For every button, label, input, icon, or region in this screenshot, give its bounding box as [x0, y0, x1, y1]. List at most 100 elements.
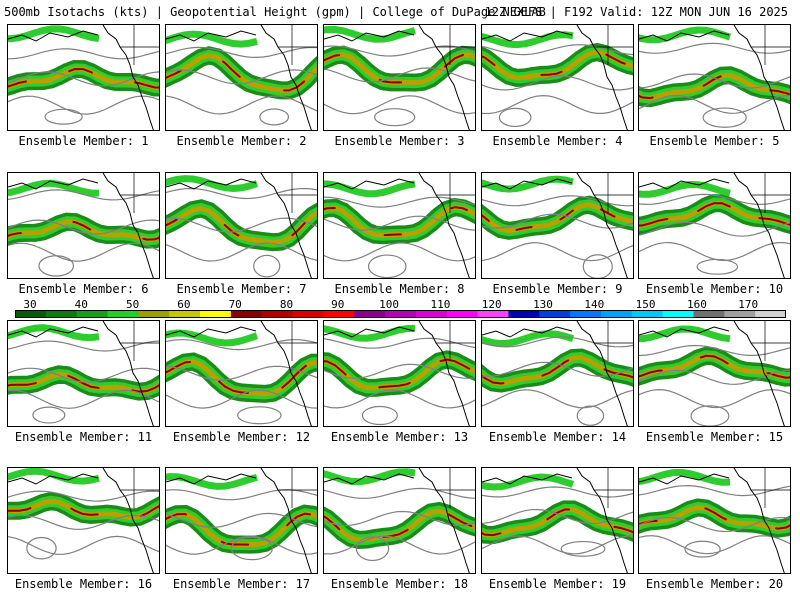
- height-contour: [324, 510, 475, 527]
- jet-band-north: [8, 324, 100, 342]
- ensemble-map: [639, 321, 790, 426]
- closed-contour: [498, 107, 532, 128]
- jet-band-max: [639, 74, 790, 100]
- height-contour: [166, 339, 317, 351]
- map-header: 500mb Isotachs (kts) | Geopotential Heig…: [4, 4, 796, 20]
- colorbar-tick-label: 50: [125, 298, 140, 311]
- ensemble-map-panel: [481, 467, 634, 574]
- height-contour: [166, 512, 317, 528]
- ensemble-map: [8, 25, 159, 130]
- ensemble-member-label: Ensemble Member: 8: [334, 282, 465, 296]
- colorbar-swatch: [477, 310, 509, 318]
- colorbar-tick-label: 120: [481, 298, 502, 311]
- colorbar-tick-label: 60: [177, 298, 191, 311]
- jet-band-north: [639, 468, 731, 486]
- ensemble-map-panel: [7, 467, 160, 574]
- coastline-north: [482, 178, 573, 190]
- ensemble-map-panel: [638, 172, 791, 279]
- height-contour: [482, 75, 633, 91]
- coastline-north: [8, 178, 99, 190]
- closed-contour: [26, 536, 57, 560]
- height-contour: [324, 363, 475, 379]
- political-border: [436, 25, 475, 65]
- height-contour: [166, 46, 317, 59]
- coastline: [418, 468, 470, 573]
- colorbar-swatch: [292, 310, 324, 318]
- ensemble-map-panel: [638, 320, 791, 427]
- coastline: [576, 321, 628, 426]
- ensemble-member-label: Ensemble Member: 12: [172, 430, 311, 444]
- colorbar-tick-label: 130: [533, 298, 553, 311]
- coastline: [260, 173, 312, 278]
- colorbar-swatch: [631, 310, 664, 318]
- height-contour: [482, 94, 633, 115]
- height-contour: [166, 365, 317, 381]
- coastline-north: [324, 30, 415, 42]
- ensemble-map: [166, 321, 317, 426]
- coastline: [102, 173, 154, 278]
- closed-contour: [690, 405, 730, 426]
- colorbar-swatch: [539, 310, 571, 318]
- ensemble-map: [482, 173, 633, 278]
- political-border: [594, 468, 633, 508]
- closed-contour: [696, 258, 739, 275]
- jet-band-north: [8, 468, 100, 485]
- closed-contour: [367, 254, 407, 278]
- coastline: [102, 468, 154, 573]
- height-contour: [8, 367, 159, 383]
- colorbar-swatch: [138, 310, 170, 318]
- coastline: [418, 25, 470, 130]
- jet-band-max: [8, 373, 159, 393]
- height-contour: [639, 516, 790, 533]
- height-contour: [8, 389, 159, 409]
- ensemble-map: [639, 468, 790, 573]
- height-contour: [8, 242, 159, 262]
- ensemble-map: [482, 468, 633, 573]
- ensemble-map-panel: [165, 467, 318, 574]
- height-contour: [8, 514, 159, 530]
- coastline: [733, 25, 785, 130]
- colorbar-swatch: [200, 310, 232, 318]
- political-border: [120, 468, 159, 508]
- closed-contour: [355, 536, 390, 562]
- height-contour: [166, 389, 317, 409]
- coastline: [260, 321, 312, 426]
- jet-band-north: [166, 175, 259, 193]
- coastline-north: [166, 326, 257, 338]
- jet-band-north: [8, 179, 100, 197]
- colorbar-swatch: [261, 310, 294, 318]
- ensemble-map: [324, 321, 475, 426]
- ensemble-member-label: Ensemble Member: 7: [176, 282, 307, 296]
- closed-contour: [684, 540, 721, 558]
- jet-band-north: [482, 175, 574, 193]
- political-border: [436, 468, 475, 508]
- height-contour: [8, 535, 159, 555]
- coastline-north: [166, 473, 257, 485]
- closed-contour: [230, 536, 273, 561]
- ensemble-map: [639, 25, 790, 130]
- colorbar-tick-label: 90: [331, 298, 345, 311]
- colorbar-swatch: [169, 310, 201, 318]
- ensemble-member-label: Ensemble Member: 18: [330, 577, 469, 591]
- ensemble-map-panel: [481, 24, 634, 131]
- jet-band-north: [639, 180, 731, 198]
- coastline-north: [324, 473, 415, 485]
- coastline: [576, 25, 628, 130]
- colorbar-tick-label: 150: [635, 298, 656, 311]
- political-border: [120, 173, 159, 213]
- political-border: [594, 173, 633, 213]
- colorbar-swatch: [107, 310, 139, 318]
- coastline: [102, 321, 154, 426]
- height-contour: [482, 361, 633, 377]
- ensemble-member-label: Ensemble Member: 13: [330, 430, 469, 444]
- ensemble-member-label: Ensemble Member: 19: [488, 577, 627, 591]
- colorbar-swatch: [323, 310, 355, 318]
- coastline: [733, 173, 785, 278]
- jet-band-north: [482, 330, 575, 348]
- header-title: 500mb Isotachs (kts) | Geopotential Heig…: [4, 5, 546, 19]
- jet-band-max: [482, 508, 633, 537]
- height-contour: [8, 490, 159, 502]
- political-border: [751, 25, 790, 65]
- jet-band-north: [639, 325, 731, 343]
- colorbar-swatch: [354, 310, 386, 318]
